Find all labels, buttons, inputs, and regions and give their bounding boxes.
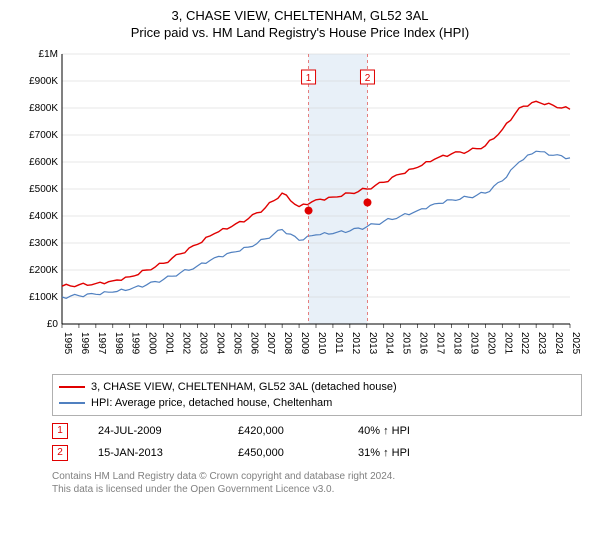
svg-text:2017: 2017 (435, 332, 446, 355)
legend-item-hpi: HPI: Average price, detached house, Chel… (59, 395, 575, 411)
legend: 3, CHASE VIEW, CHELTENHAM, GL52 3AL (det… (52, 374, 582, 416)
svg-text:£300K: £300K (29, 238, 58, 249)
svg-text:2016: 2016 (418, 332, 429, 355)
svg-text:1999: 1999 (130, 332, 141, 355)
svg-text:2012: 2012 (350, 332, 361, 355)
svg-text:2002: 2002 (181, 332, 192, 355)
svg-text:2007: 2007 (265, 332, 276, 355)
svg-text:2022: 2022 (519, 332, 530, 355)
sale-marker-2: 2 (52, 445, 68, 461)
legend-swatch-property (59, 386, 85, 388)
sale-marker-1: 1 (52, 423, 68, 439)
svg-text:1996: 1996 (79, 332, 90, 355)
sale-price: £450,000 (238, 442, 358, 464)
svg-text:1: 1 (306, 73, 312, 84)
svg-text:2003: 2003 (197, 332, 208, 355)
svg-text:£200K: £200K (29, 265, 58, 276)
svg-text:2001: 2001 (164, 332, 175, 355)
svg-text:£700K: £700K (29, 130, 58, 141)
svg-text:£900K: £900K (29, 76, 58, 87)
legend-swatch-hpi (59, 402, 85, 404)
svg-text:2019: 2019 (468, 332, 479, 355)
table-row: 1 24-JUL-2009 £420,000 40% ↑ HPI (52, 420, 582, 442)
svg-text:2020: 2020 (485, 332, 496, 355)
sale-price: £420,000 (238, 420, 358, 442)
svg-text:2008: 2008 (282, 332, 293, 355)
svg-text:2011: 2011 (333, 332, 344, 354)
footer-line: This data is licensed under the Open Gov… (52, 483, 582, 496)
svg-text:£400K: £400K (29, 211, 58, 222)
sale-date: 24-JUL-2009 (98, 420, 238, 442)
sale-delta: 40% ↑ HPI (358, 420, 582, 442)
footer-line: Contains HM Land Registry data © Crown c… (52, 470, 582, 483)
svg-text:1995: 1995 (62, 332, 73, 355)
svg-text:2013: 2013 (367, 332, 378, 355)
svg-text:2004: 2004 (214, 332, 225, 355)
chart-container: 3, CHASE VIEW, CHELTENHAM, GL52 3AL Pric… (0, 0, 600, 504)
svg-text:£1M: £1M (39, 50, 58, 60)
svg-text:2023: 2023 (536, 332, 547, 355)
svg-text:£800K: £800K (29, 103, 58, 114)
svg-text:2010: 2010 (316, 332, 327, 355)
table-row: 2 15-JAN-2013 £450,000 31% ↑ HPI (52, 442, 582, 464)
svg-text:2: 2 (365, 73, 371, 84)
svg-text:1998: 1998 (113, 332, 124, 355)
svg-text:£0: £0 (47, 319, 59, 330)
sale-date: 15-JAN-2013 (98, 442, 238, 464)
svg-text:2021: 2021 (502, 332, 513, 355)
svg-text:2025: 2025 (570, 332, 580, 355)
footer-attribution: Contains HM Land Registry data © Crown c… (52, 470, 582, 496)
legend-label-property: 3, CHASE VIEW, CHELTENHAM, GL52 3AL (det… (91, 381, 397, 393)
legend-item-property: 3, CHASE VIEW, CHELTENHAM, GL52 3AL (det… (59, 379, 575, 395)
svg-text:£600K: £600K (29, 157, 58, 168)
svg-text:2018: 2018 (451, 332, 462, 355)
sales-table: 1 24-JUL-2009 £420,000 40% ↑ HPI 2 15-JA… (52, 420, 582, 464)
svg-text:2015: 2015 (401, 332, 412, 355)
line-chart: £0 £100K £200K £300K £400K £500K £600K £700K £80… (20, 50, 580, 370)
svg-text:£100K: £100K (29, 292, 58, 303)
svg-text:2005: 2005 (231, 332, 242, 355)
svg-text:2014: 2014 (384, 332, 395, 355)
legend-label-hpi: HPI: Average price, detached house, Chel… (91, 397, 332, 409)
svg-text:2006: 2006 (248, 332, 259, 355)
chart-subtitle: Price paid vs. HM Land Registry's House … (10, 25, 590, 40)
chart-title: 3, CHASE VIEW, CHELTENHAM, GL52 3AL (10, 8, 590, 23)
svg-text:1997: 1997 (96, 332, 107, 355)
sale-delta: 31% ↑ HPI (358, 442, 582, 464)
svg-text:2000: 2000 (147, 332, 158, 355)
svg-text:£500K: £500K (29, 184, 58, 195)
svg-text:2009: 2009 (299, 332, 310, 355)
svg-text:2024: 2024 (553, 332, 564, 355)
